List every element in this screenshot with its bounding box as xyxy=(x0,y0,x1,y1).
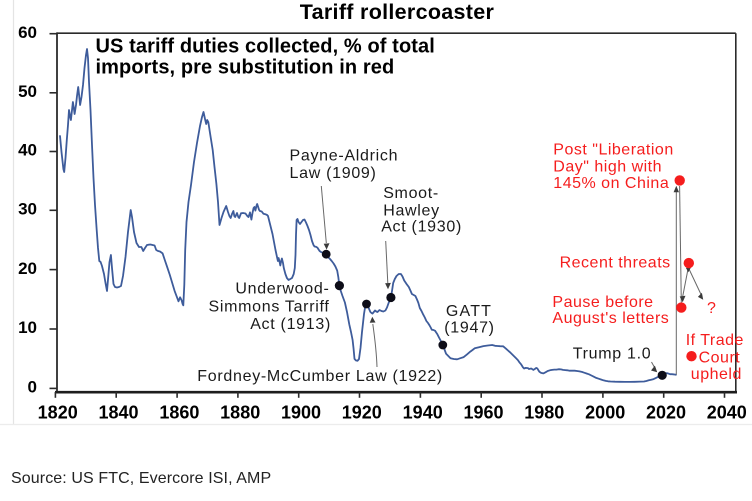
svg-text:Post "Liberation: Post "Liberation xyxy=(553,142,673,159)
svg-text:Law (1909): Law (1909) xyxy=(290,165,377,182)
svg-text:1860: 1860 xyxy=(159,403,199,423)
svg-text:60: 60 xyxy=(18,23,37,42)
svg-text:1940: 1940 xyxy=(403,403,443,423)
svg-text:If Trade: If Trade xyxy=(686,332,744,349)
svg-text:Underwood-: Underwood- xyxy=(235,280,329,297)
svg-text:Pause before: Pause before xyxy=(552,294,653,311)
svg-text:1820: 1820 xyxy=(38,403,78,423)
svg-text:Day" high with: Day" high with xyxy=(553,159,662,176)
svg-text:Act (1913): Act (1913) xyxy=(250,316,331,333)
svg-text:Hawley: Hawley xyxy=(383,202,440,219)
svg-text:Source: US FTC, Evercore ISI,: Source: US FTC, Evercore ISI, AMP xyxy=(11,470,271,487)
svg-text:August's letters: August's letters xyxy=(552,310,669,327)
svg-text:1900: 1900 xyxy=(281,403,321,423)
svg-text:Trump 1.0: Trump 1.0 xyxy=(573,346,652,363)
svg-text:upheld: upheld xyxy=(691,366,742,383)
svg-text:50: 50 xyxy=(18,82,37,101)
svg-text:1880: 1880 xyxy=(220,403,260,423)
svg-text:Act (1930): Act (1930) xyxy=(381,219,462,236)
svg-text:imports, pre substitution in r: imports, pre substitution in red xyxy=(96,57,395,79)
svg-text:145% on China: 145% on China xyxy=(553,175,669,192)
svg-text:Payne-Aldrich: Payne-Aldrich xyxy=(290,148,399,165)
svg-text:Tariff rollercoaster: Tariff rollercoaster xyxy=(300,0,495,24)
svg-text:20: 20 xyxy=(18,259,37,278)
svg-text:2040: 2040 xyxy=(707,403,747,423)
svg-text:Smoot-: Smoot- xyxy=(383,185,439,202)
svg-text:1980: 1980 xyxy=(524,403,564,423)
svg-text:0: 0 xyxy=(28,378,37,397)
svg-text:40: 40 xyxy=(18,141,37,160)
svg-text:?: ? xyxy=(707,300,716,317)
svg-text:1840: 1840 xyxy=(98,403,138,423)
svg-text:Court: Court xyxy=(699,349,741,366)
svg-text:1960: 1960 xyxy=(463,403,503,423)
svg-text:30: 30 xyxy=(18,200,37,219)
svg-text:GATT: GATT xyxy=(446,303,492,320)
svg-text:Simmons Tarriff: Simmons Tarriff xyxy=(208,299,329,316)
svg-text:1920: 1920 xyxy=(342,403,382,423)
svg-text:10: 10 xyxy=(18,318,37,337)
svg-text:US tariff duties collected, %: US tariff duties collected, % of total xyxy=(96,36,435,58)
svg-text:Recent threats: Recent threats xyxy=(560,255,671,272)
svg-text:2000: 2000 xyxy=(585,403,625,423)
svg-text:(1947): (1947) xyxy=(444,320,494,337)
svg-text:2020: 2020 xyxy=(646,403,686,423)
svg-text:Fordney-McCumber Law (1922): Fordney-McCumber Law (1922) xyxy=(197,368,443,385)
